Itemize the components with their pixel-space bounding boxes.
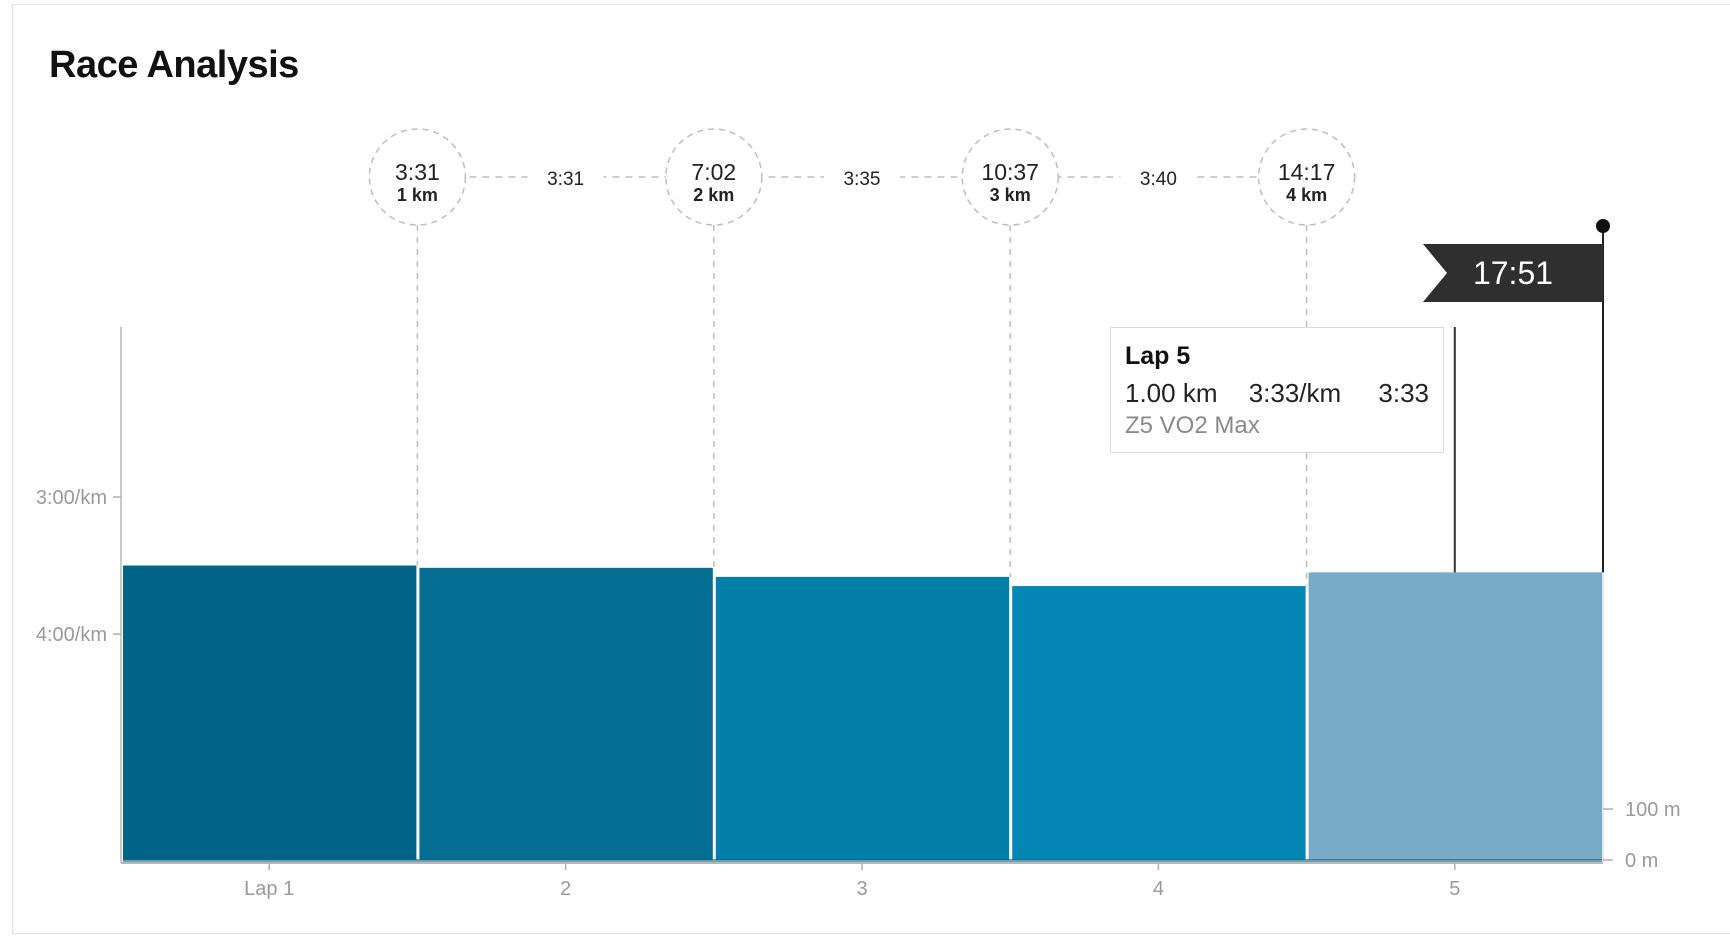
split-label-bg bbox=[527, 163, 604, 191]
lap-bar bbox=[1012, 586, 1306, 860]
lap-bar bbox=[123, 565, 417, 860]
finish-flag bbox=[1423, 244, 1603, 302]
lap-tooltip: Lap 5 1.00 km 3:33/km 3:33 Z5 VO2 Max bbox=[1110, 327, 1444, 453]
finish-flag-dot bbox=[1596, 219, 1610, 233]
split-label-bg bbox=[824, 163, 900, 191]
page-title: Race Analysis bbox=[49, 44, 299, 86]
km-marker-time: 10:37 bbox=[981, 159, 1039, 185]
km-marker-time: 7:02 bbox=[691, 159, 736, 185]
tooltip-zone: Z5 VO2 Max bbox=[1125, 412, 1260, 439]
split-label: 3:31 bbox=[547, 169, 584, 190]
split-label: 3:35 bbox=[844, 169, 881, 190]
km-marker-time: 14:17 bbox=[1278, 159, 1336, 185]
finish-time: 17:51 bbox=[1473, 255, 1553, 291]
x-tick-label: 4 bbox=[1153, 878, 1164, 900]
elevation-tick-label: 0 m bbox=[1625, 850, 1658, 872]
x-tick-label: 5 bbox=[1449, 878, 1460, 900]
km-marker-circle bbox=[368, 128, 467, 226]
km-marker-distance: 4 km bbox=[1286, 185, 1327, 205]
elevation-tick-label: 100 m bbox=[1625, 799, 1681, 821]
lap-bar bbox=[715, 576, 1010, 860]
y-tick-label: 3:00/km bbox=[36, 487, 107, 509]
tooltip-title: Lap 5 bbox=[1125, 342, 1191, 370]
tooltip-pace: 3:33/km bbox=[1248, 377, 1342, 408]
km-marker-distance: 3 km bbox=[990, 185, 1031, 205]
x-tick-label: Lap 1 bbox=[244, 878, 294, 900]
lap-bar bbox=[1308, 572, 1602, 860]
km-marker-circle bbox=[1257, 128, 1356, 226]
x-tick-label: 3 bbox=[856, 878, 867, 900]
tooltip-time: 3:33 bbox=[1378, 377, 1429, 408]
lap-bar bbox=[419, 567, 713, 860]
split-label-bg bbox=[1120, 163, 1197, 191]
x-tick-label: 2 bbox=[560, 878, 571, 900]
tooltip-distance: 1.00 km bbox=[1125, 377, 1218, 408]
km-marker-circle bbox=[665, 128, 763, 226]
split-label: 3:40 bbox=[1140, 169, 1177, 190]
elevation-profile bbox=[123, 859, 1602, 862]
km-marker-distance: 1 km bbox=[397, 185, 438, 205]
km-marker-distance: 2 km bbox=[693, 185, 734, 205]
km-marker-time: 3:31 bbox=[395, 159, 440, 185]
km-marker-circle bbox=[961, 128, 1059, 226]
y-tick-label: 4:00/km bbox=[36, 624, 107, 646]
tooltip-stats: 1.00 km 3:33/km 3:33 bbox=[1125, 376, 1429, 410]
